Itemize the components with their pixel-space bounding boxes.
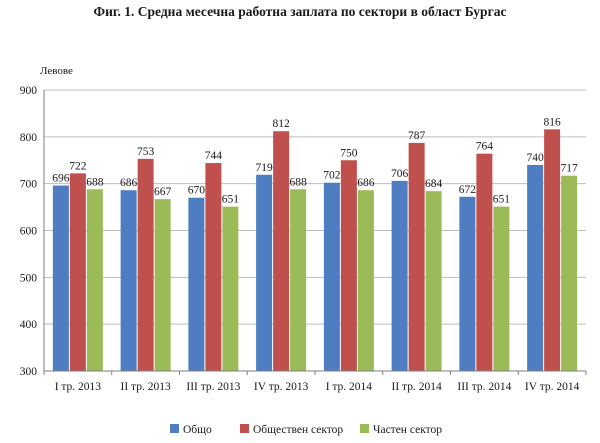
data-label: 744: [205, 150, 223, 162]
bar: Частен сектор: 684: [425, 191, 442, 371]
bar: Общо: 702: [323, 182, 340, 371]
bar: Обществен сектор: 753: [137, 158, 154, 371]
bar: Частен сектор: 667: [154, 199, 171, 371]
data-label: 753: [137, 146, 155, 158]
bar: Обществен сектор: 722: [69, 173, 86, 371]
data-label: 670: [188, 185, 206, 197]
bar: Обществен сектор: 764: [476, 153, 493, 371]
data-label: 667: [154, 186, 172, 198]
y-tick-label: 500: [20, 272, 38, 284]
bars: Общо: 696Обществен сектор: 722Частен сек…: [52, 129, 578, 371]
bar: Общо: 719: [256, 174, 273, 371]
chart-title: Фиг. 1. Средна месечна работна заплата п…: [93, 4, 507, 19]
bar: Общо: 696: [52, 185, 69, 371]
bar: Обществен сектор: 812: [273, 131, 290, 371]
y-tick-label: 800: [20, 132, 38, 144]
data-label: 688: [290, 176, 308, 188]
axes: [43, 90, 587, 375]
data-label: 702: [323, 170, 341, 182]
data-label: 764: [476, 141, 494, 153]
x-tick-label: I тр. 2014: [326, 381, 373, 393]
y-tick-label: 900: [20, 85, 38, 97]
y-tick-label: 700: [20, 179, 38, 191]
y-tick-label: 300: [20, 366, 38, 378]
legend-swatch: [170, 424, 179, 433]
tick-labels: 300 400 500 600 700 800 900 I тр. 2013 II тр. 20…: [20, 85, 580, 393]
legend-label: Обществен сектор: [253, 424, 343, 436]
y-axis-label: Левове: [40, 65, 73, 77]
data-label: 686: [120, 177, 138, 189]
bar: Общо: 740: [527, 164, 544, 371]
legend-swatch: [360, 424, 369, 433]
bar: Частен сектор: 717: [561, 175, 578, 371]
y-tick-label: 400: [20, 319, 38, 331]
data-label: 688: [86, 176, 104, 188]
x-tick-label: I тр. 2013: [55, 381, 102, 393]
bar: Обществен сектор: 750: [340, 160, 357, 371]
x-tick-label: III тр. 2014: [457, 381, 511, 393]
data-label: 706: [391, 168, 409, 180]
data-label: 719: [256, 162, 274, 174]
bar: Частен сектор: 651: [493, 206, 510, 371]
bar: Обществен сектор: 744: [205, 163, 222, 371]
bar: Обществен сектор: 787: [408, 142, 425, 371]
bar: Общо: 706: [391, 180, 408, 371]
data-label: 651: [222, 194, 240, 206]
data-label: 787: [408, 130, 426, 142]
legend-swatch: [240, 424, 249, 433]
legend: Общо Обществен сектор Частен сектор: [170, 424, 442, 436]
data-label: 696: [52, 173, 70, 185]
legend-label: Частен сектор: [373, 424, 442, 436]
data-label: 812: [273, 118, 291, 130]
bar: Частен сектор: 688: [86, 189, 103, 371]
data-label: 722: [69, 160, 87, 172]
data-label: 684: [425, 178, 443, 190]
bar: Частен сектор: 651: [222, 206, 239, 371]
x-tick-label: III тр. 2013: [186, 381, 240, 393]
data-label: 740: [527, 152, 545, 164]
data-label: 651: [493, 194, 511, 206]
x-tick-label: IV тр. 2014: [525, 381, 580, 393]
bar: Обществен сектор: 816: [544, 129, 561, 371]
data-label: 750: [340, 147, 358, 159]
bar: Частен сектор: 688: [290, 189, 307, 371]
data-label: 717: [561, 163, 579, 175]
x-tick-label: II тр. 2013: [121, 381, 171, 393]
bar: Общо: 686: [120, 190, 137, 371]
x-tick-label: II тр. 2014: [392, 381, 442, 393]
x-tick-label: IV тр. 2013: [254, 381, 309, 393]
bar: Общо: 670: [188, 197, 205, 371]
bar: Общо: 672: [459, 196, 476, 371]
bar: Частен сектор: 686: [357, 190, 374, 371]
data-label: 672: [459, 184, 477, 196]
data-label: 686: [357, 177, 375, 189]
y-tick-label: 600: [20, 226, 38, 238]
legend-label: Общо: [183, 424, 212, 436]
data-label: 816: [544, 116, 562, 128]
